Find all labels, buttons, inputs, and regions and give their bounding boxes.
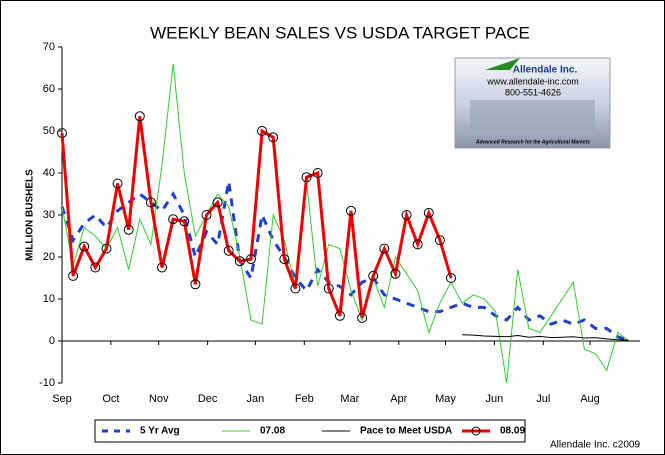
point-marker — [279, 254, 290, 265]
series-line — [462, 334, 629, 341]
chart-title: WEEKLY BEAN SALES VS USDA TARGET PACE — [150, 23, 530, 42]
legend-box — [94, 419, 526, 443]
point-marker — [201, 210, 212, 220]
legend-label: 5 Yr Avg — [140, 426, 180, 437]
y-axis-label: MILLION BUSHELS — [25, 169, 36, 261]
logo-name: Allendale Inc. — [513, 65, 578, 76]
x-tick-label: Aug — [580, 393, 600, 405]
x-tick-label: Nov — [149, 393, 169, 405]
footer: Allendale Inc. c2009 — [550, 440, 641, 451]
y-tick-label: -10 — [39, 377, 55, 389]
x-tick-label: Apr — [390, 393, 407, 405]
point-marker — [401, 210, 412, 220]
point-marker — [346, 205, 356, 216]
y-tick-label: 70 — [43, 41, 55, 53]
point-marker — [101, 243, 112, 254]
logo-url: www.allendale-inc.com — [486, 76, 579, 86]
point-marker — [323, 283, 334, 294]
point-marker — [257, 126, 268, 136]
logo-tagline: Advanced Research for the Agricultural M… — [475, 139, 591, 145]
point-marker — [268, 132, 279, 143]
y-tick-label: 0 — [49, 335, 55, 347]
logo: Allendale Inc. www.allendale-inc.com 800… — [454, 57, 611, 149]
point-marker — [412, 239, 423, 250]
y-tick-label: 40 — [43, 167, 55, 179]
point-marker — [212, 197, 223, 208]
point-marker — [68, 270, 79, 281]
point-marker — [357, 312, 368, 323]
y-tick-label: 50 — [43, 125, 55, 137]
point-marker — [368, 270, 379, 281]
legend-label: 08.09 — [500, 426, 525, 437]
point-marker — [134, 111, 145, 122]
point-marker — [112, 178, 123, 189]
y-tick-label: 30 — [43, 209, 55, 221]
x-tick-label: Feb — [295, 393, 314, 405]
point-marker — [168, 214, 179, 225]
point-marker — [179, 216, 190, 227]
x-tick-label: Dec — [198, 393, 218, 405]
logo-skyline — [470, 100, 595, 130]
legend-label: Pace to Meet USDA — [360, 426, 452, 437]
point-marker — [312, 168, 323, 178]
x-tick-label: Jan — [247, 393, 265, 405]
y-tick-label: 60 — [43, 83, 55, 95]
legend-label: 07.08 — [260, 426, 285, 437]
point-marker — [234, 256, 245, 267]
point-marker — [245, 254, 256, 265]
x-tick-label: Jul — [536, 393, 550, 405]
point-marker — [390, 268, 401, 279]
y-tick-label: 10 — [43, 293, 55, 305]
point-marker — [190, 279, 201, 290]
point-marker — [79, 241, 90, 252]
point-marker — [301, 172, 312, 183]
y-tick-label: 20 — [43, 251, 55, 263]
legend-marker — [471, 426, 481, 436]
point-marker — [379, 243, 390, 254]
point-marker — [334, 310, 345, 321]
point-marker — [290, 283, 301, 294]
point-marker — [90, 262, 101, 273]
point-marker — [57, 128, 67, 139]
point-marker — [223, 245, 234, 256]
point-marker — [123, 224, 134, 235]
x-tick-label: Sep — [52, 393, 72, 405]
point-marker — [423, 207, 434, 218]
x-tick-label: Jun — [486, 393, 504, 405]
logo-phone: 800-551-4626 — [505, 87, 561, 97]
point-marker — [434, 235, 445, 246]
point-marker — [446, 273, 457, 283]
point-marker — [145, 197, 156, 208]
x-tick-label: Mar — [340, 393, 359, 405]
point-marker — [157, 262, 168, 273]
x-tick-label: May — [435, 393, 456, 405]
x-tick-label: Oct — [102, 393, 119, 405]
logo-leaf — [485, 58, 520, 70]
